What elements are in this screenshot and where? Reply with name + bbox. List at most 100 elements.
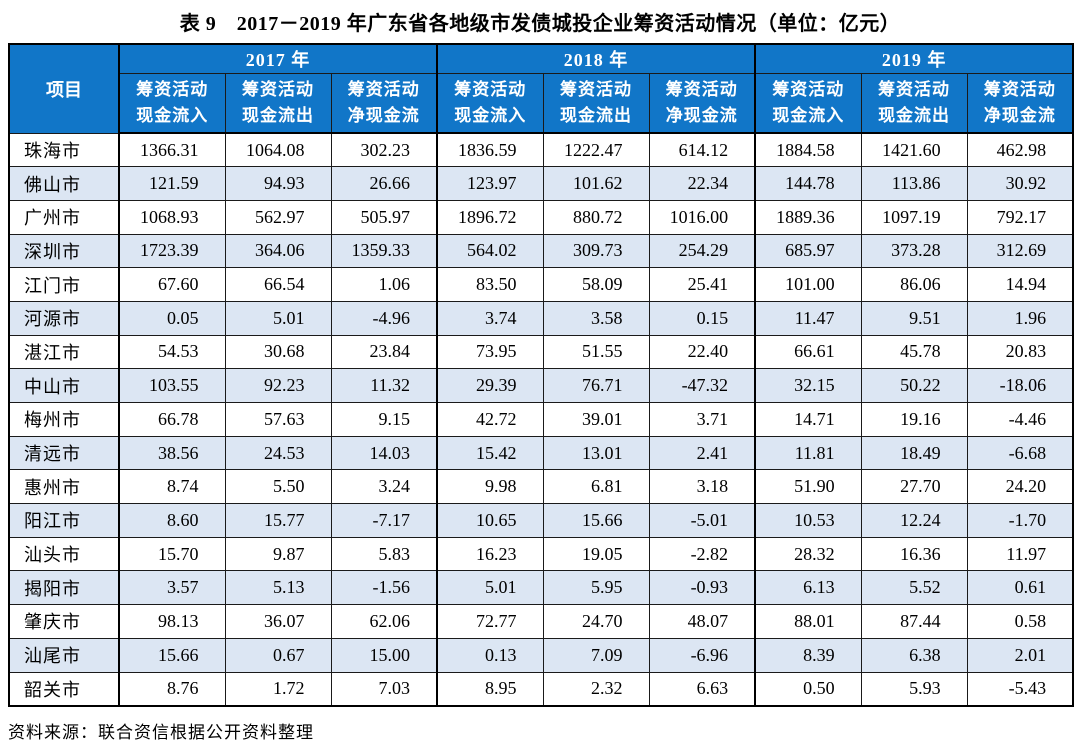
value-cell: 14.94	[966, 267, 1074, 302]
value-cell: -5.01	[648, 503, 756, 538]
value-cell: 2.32	[542, 671, 650, 707]
year-header-2019: 2019 年	[754, 43, 1074, 74]
value-cell: 1016.00	[648, 199, 756, 235]
value-cell: 86.06	[860, 267, 968, 302]
city-cell: 阳江市	[8, 503, 120, 538]
city-cell: 汕头市	[8, 536, 120, 572]
value-cell: 26.66	[330, 166, 438, 201]
table-caption: 表 9 2017－2019 年广东省各地级市发债城投企业筹资活动情况（单位：亿元…	[179, 13, 901, 35]
value-cell: 113.86	[860, 166, 968, 201]
value-cell: 30.92	[966, 166, 1074, 201]
value-cell: 792.17	[966, 199, 1074, 235]
value-cell: 3.24	[330, 469, 438, 505]
metric-header-line2: 现金流出	[878, 105, 951, 125]
city-cell: 湛江市	[8, 334, 120, 370]
metric-header-line2: 现金流入	[454, 105, 527, 125]
value-cell: 1068.93	[118, 199, 226, 235]
value-cell: 15.42	[436, 435, 544, 471]
value-cell: 1064.08	[224, 132, 332, 168]
value-cell: 24.20	[966, 469, 1074, 505]
value-cell: 5.50	[224, 469, 332, 505]
value-cell: 462.98	[966, 132, 1074, 168]
city-cell: 珠海市	[8, 132, 120, 168]
metric-header: 筹资活动 现金流出	[860, 72, 968, 134]
table-row: 湛江市 54.53 30.68 23.84 73.95 51.55 22.40 66.61 45…	[8, 334, 1074, 370]
metric-header-line1: 筹资活动	[560, 79, 633, 99]
value-cell: 8.76	[118, 671, 226, 707]
table-row: 汕尾市 15.66 0.67 15.00 0.13 7.09 -6.96 8.39 6.38 2.…	[8, 637, 1074, 673]
value-cell: 72.77	[436, 604, 544, 639]
table-row: 阳江市 8.60 15.77 -7.17 10.65 15.66 -5.01 10.53 12.…	[8, 503, 1074, 538]
value-cell: 36.07	[224, 604, 332, 639]
value-cell: 45.78	[860, 334, 968, 370]
metric-header: 筹资活动 现金流出	[224, 72, 332, 134]
table-header: 项目 2017 年 2018 年 2019 年 筹资活动 现金流入 筹资活动 现金流出…	[8, 43, 1074, 134]
value-cell: 10.53	[754, 503, 862, 538]
metric-header-line2: 净现金流	[983, 105, 1056, 125]
value-cell: 16.36	[860, 536, 968, 572]
year-header-row: 项目 2017 年 2018 年 2019 年	[8, 43, 1074, 134]
value-cell: 3.71	[648, 402, 756, 437]
metric-header: 筹资活动 净现金流	[330, 72, 438, 134]
value-cell: 9.87	[224, 536, 332, 572]
value-cell: 1359.33	[330, 233, 438, 269]
metric-header-line1: 筹资活动	[242, 79, 314, 99]
table-row: 河源市 0.05 5.01 -4.96 3.74 3.58 0.15 11.47 9.51 1.9…	[8, 300, 1074, 336]
value-cell: 3.58	[542, 300, 650, 336]
source-note: 资料来源：联合资信根据公开资料整理	[8, 722, 314, 742]
metric-header-line2: 现金流入	[772, 105, 845, 125]
value-cell: 0.05	[118, 300, 226, 336]
value-cell: 38.56	[118, 435, 226, 471]
value-cell: 3.74	[436, 300, 544, 336]
value-cell: 1836.59	[436, 132, 544, 168]
value-cell: 5.01	[436, 570, 544, 606]
city-cell: 清远市	[8, 435, 120, 471]
value-cell: 1.96	[966, 300, 1074, 336]
value-cell: 50.22	[860, 368, 968, 403]
value-cell: -47.32	[648, 368, 756, 403]
value-cell: -4.46	[966, 402, 1074, 437]
value-cell: 15.00	[330, 637, 438, 673]
value-cell: 19.16	[860, 402, 968, 437]
value-cell: 5.01	[224, 300, 332, 336]
value-cell: 564.02	[436, 233, 544, 269]
value-cell: 13.01	[542, 435, 650, 471]
value-cell: 505.97	[330, 199, 438, 235]
value-cell: 1366.31	[118, 132, 226, 168]
value-cell: 18.49	[860, 435, 968, 471]
value-cell: 1896.72	[436, 199, 544, 235]
value-cell: 880.72	[542, 199, 650, 235]
value-cell: -5.43	[966, 671, 1074, 707]
value-cell: 32.15	[754, 368, 862, 403]
metric-header-line1: 筹资活动	[983, 79, 1056, 99]
value-cell: 121.59	[118, 166, 226, 201]
metric-header-line2: 净现金流	[347, 105, 420, 125]
value-cell: 48.07	[648, 604, 756, 639]
value-cell: -0.93	[648, 570, 756, 606]
city-cell: 广州市	[8, 199, 120, 235]
city-cell: 汕尾市	[8, 637, 120, 673]
value-cell: 87.44	[860, 604, 968, 639]
value-cell: 16.23	[436, 536, 544, 572]
value-cell: 8.74	[118, 469, 226, 505]
value-cell: 9.15	[330, 402, 438, 437]
table-row: 清远市 38.56 24.53 14.03 15.42 13.01 2.41 11.81 18.…	[8, 435, 1074, 471]
value-cell: 11.97	[966, 536, 1074, 572]
value-cell: 1097.19	[860, 199, 968, 235]
value-cell: 5.83	[330, 536, 438, 572]
value-cell: 614.12	[648, 132, 756, 168]
value-cell: 22.40	[648, 334, 756, 370]
value-cell: 83.50	[436, 267, 544, 302]
metric-header-line1: 筹资活动	[136, 79, 209, 99]
table-row: 梅州市 66.78 57.63 9.15 42.72 39.01 3.71 14.71 19.1…	[8, 402, 1074, 437]
value-cell: 28.32	[754, 536, 862, 572]
value-cell: 11.81	[754, 435, 862, 471]
value-cell: -7.17	[330, 503, 438, 538]
value-cell: -2.82	[648, 536, 756, 572]
value-cell: 9.51	[860, 300, 968, 336]
value-cell: 0.13	[436, 637, 544, 673]
city-cell: 惠州市	[8, 469, 120, 505]
value-cell: 15.70	[118, 536, 226, 572]
metric-header-line2: 净现金流	[665, 105, 738, 125]
